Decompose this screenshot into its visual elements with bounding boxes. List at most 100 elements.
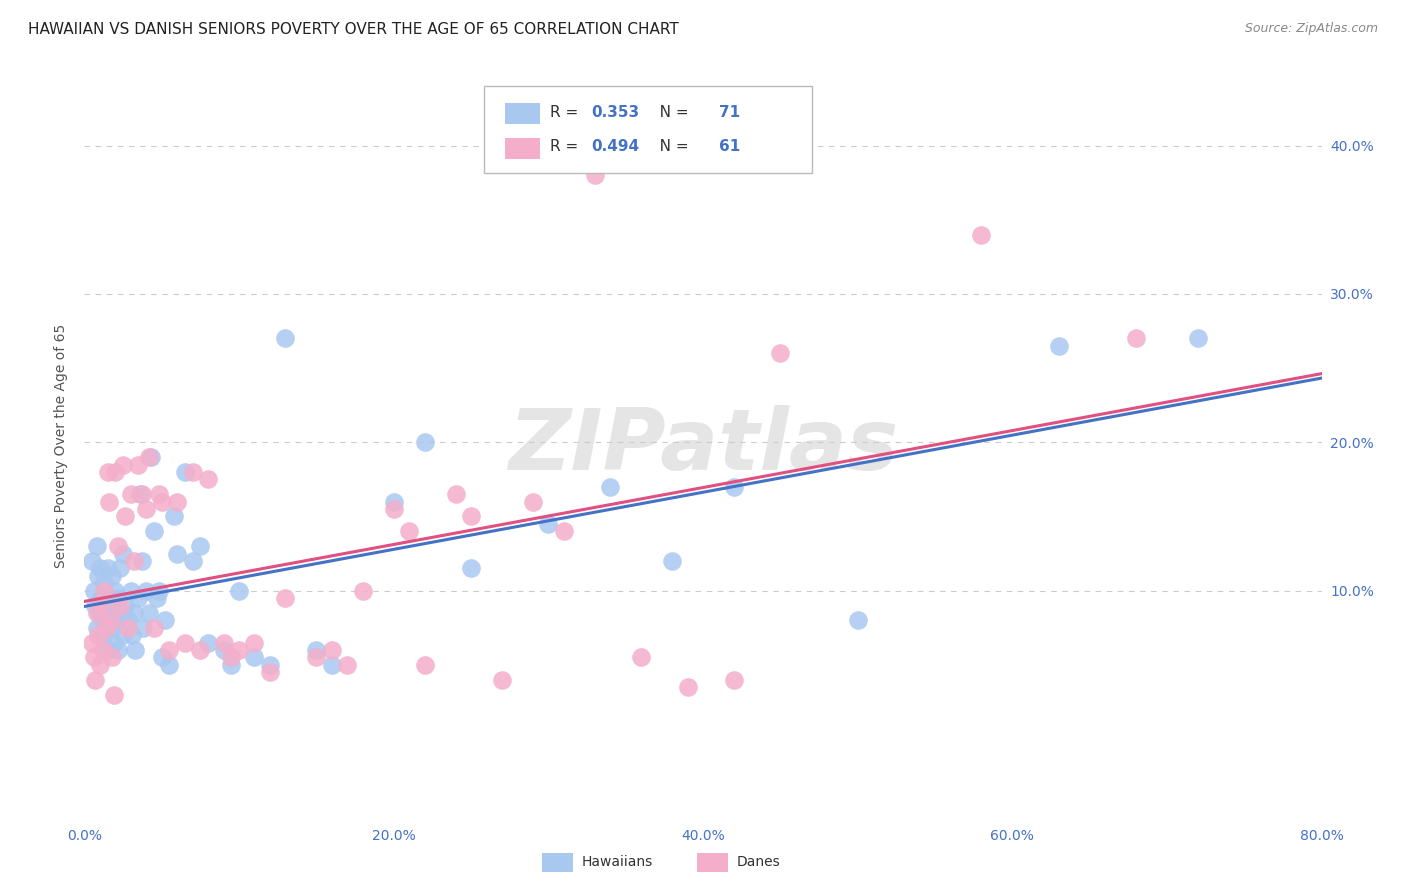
Point	[89, 561, 111, 575]
Point	[143, 524, 166, 539]
Point	[305, 650, 328, 665]
Point	[96, 465, 118, 479]
Point	[243, 650, 266, 665]
Point	[537, 516, 560, 531]
Point	[163, 509, 186, 524]
Point	[86, 539, 108, 553]
Point	[94, 599, 117, 613]
Point	[321, 643, 343, 657]
Point	[120, 583, 142, 598]
Point	[150, 650, 173, 665]
Point	[219, 657, 242, 672]
Bar	[505, 137, 540, 159]
Text: N =: N =	[645, 104, 693, 120]
Point	[243, 635, 266, 649]
FancyBboxPatch shape	[484, 87, 811, 172]
Point	[336, 657, 359, 672]
Point	[110, 606, 132, 620]
Point	[84, 599, 107, 613]
Point	[112, 547, 135, 561]
Bar	[505, 103, 540, 124]
Point	[98, 591, 121, 605]
Point	[103, 635, 125, 649]
Point	[676, 680, 699, 694]
Point	[107, 539, 129, 553]
Point	[101, 650, 124, 665]
Point	[846, 613, 869, 627]
Point	[112, 628, 135, 642]
Point	[352, 583, 374, 598]
Point	[228, 643, 250, 657]
Point	[96, 643, 118, 657]
Text: ZIPatlas: ZIPatlas	[508, 404, 898, 488]
Point	[274, 591, 297, 605]
Point	[166, 494, 188, 508]
Point	[181, 554, 204, 568]
Point	[460, 561, 482, 575]
Point	[139, 450, 162, 464]
Point	[491, 673, 513, 687]
Point	[159, 657, 180, 672]
Point	[114, 509, 136, 524]
Point	[661, 554, 683, 568]
Point	[382, 502, 405, 516]
Point	[131, 487, 153, 501]
Point	[122, 554, 145, 568]
Point	[104, 583, 127, 598]
Point	[197, 635, 219, 649]
Point	[86, 606, 108, 620]
Point	[382, 494, 405, 508]
Text: 0.353: 0.353	[592, 104, 640, 120]
Point	[100, 606, 122, 620]
Point	[114, 599, 136, 613]
Point	[112, 458, 135, 472]
Point	[212, 643, 235, 657]
Point	[129, 487, 152, 501]
Point	[93, 576, 115, 591]
Y-axis label: Seniors Poverty Over the Age of 65: Seniors Poverty Over the Age of 65	[55, 324, 69, 568]
Point	[166, 547, 188, 561]
Point	[228, 583, 250, 598]
Point	[104, 465, 127, 479]
Point	[93, 628, 115, 642]
Text: 71: 71	[718, 104, 740, 120]
Point	[138, 450, 160, 464]
Point	[398, 524, 420, 539]
Point	[212, 635, 235, 649]
Point	[117, 613, 139, 627]
Point	[444, 487, 467, 501]
Point	[153, 613, 176, 627]
Point	[413, 435, 436, 450]
Point	[1187, 331, 1209, 345]
Point	[82, 554, 104, 568]
Point	[90, 599, 112, 613]
Text: HAWAIIAN VS DANISH SENIORS POVERTY OVER THE AGE OF 65 CORRELATION CHART: HAWAIIAN VS DANISH SENIORS POVERTY OVER …	[28, 22, 679, 37]
Point	[413, 657, 436, 672]
Point	[150, 494, 173, 508]
Point	[86, 621, 108, 635]
Point	[769, 346, 792, 360]
Point	[553, 524, 575, 539]
Point	[723, 480, 745, 494]
Point	[127, 591, 149, 605]
Point	[148, 487, 170, 501]
Text: Danes: Danes	[737, 855, 780, 869]
Point	[460, 509, 482, 524]
Point	[83, 583, 105, 598]
Point	[522, 494, 544, 508]
Point	[93, 583, 115, 598]
Point	[305, 643, 328, 657]
Point	[219, 650, 242, 665]
Point	[132, 621, 155, 635]
Point	[108, 561, 131, 575]
Point	[87, 569, 110, 583]
Point	[105, 613, 128, 627]
Point	[274, 331, 297, 345]
Text: R =: R =	[550, 104, 582, 120]
Point	[188, 643, 211, 657]
Point	[148, 583, 170, 598]
Point	[197, 472, 219, 486]
Point	[1047, 339, 1070, 353]
Point	[630, 650, 652, 665]
Point	[96, 561, 118, 575]
